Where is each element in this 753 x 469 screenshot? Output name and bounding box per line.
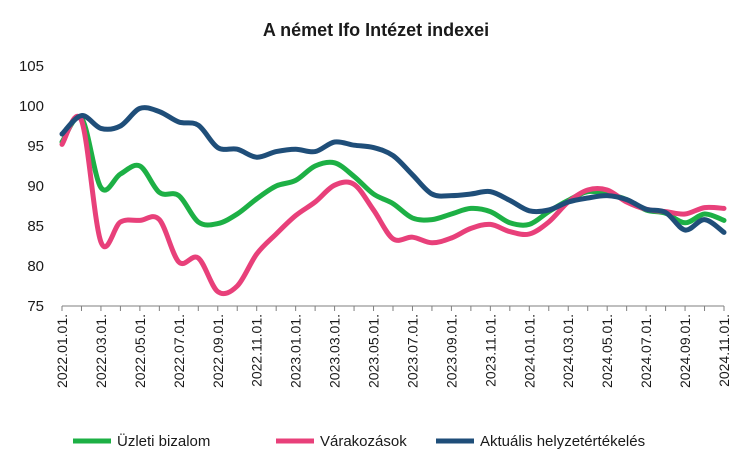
- x-tick-label: 2024.05.01.: [599, 314, 615, 388]
- series-line-1: [59, 114, 727, 228]
- series-layer: [59, 105, 727, 297]
- legend-label: Üzleti bizalom: [117, 432, 210, 450]
- x-tick-label: 2024.11.01.: [716, 314, 732, 387]
- x-tick-label: 2023.11.01.: [482, 314, 498, 387]
- y-tick-label: 90: [27, 178, 44, 195]
- y-tick-label: 75: [27, 298, 44, 315]
- series-line-2: [59, 114, 727, 297]
- x-tick-label: 2022.03.01.: [93, 314, 109, 388]
- x-tick-label: 2022.11.01.: [249, 314, 265, 387]
- x-tick-label: 2024.03.01.: [560, 314, 576, 388]
- y-tick-label: 105: [19, 58, 44, 75]
- y-axis: 75 80 85 90 95 100 105: [19, 58, 44, 315]
- y-tick-label: 85: [27, 218, 44, 235]
- x-tick-label: 2022.05.01.: [132, 314, 148, 388]
- x-tick-label: 2023.01.01.: [288, 314, 304, 388]
- x-tick-label: 2023.03.01.: [327, 314, 343, 388]
- x-tick-label: 2024.01.01.: [521, 314, 537, 388]
- x-tick-label: 2022.01.01.: [54, 314, 70, 388]
- x-tick-label: 2023.07.01.: [404, 314, 420, 388]
- chart-title: A német Ifo Intézet indexei: [263, 20, 489, 40]
- legend-label: Aktuális helyzetértékelés: [480, 433, 645, 450]
- y-tick-label: 95: [27, 138, 44, 155]
- legend-label: Várakozások: [320, 433, 407, 450]
- x-tick-label: 2022.09.01.: [210, 314, 226, 388]
- x-tick-label: 2022.07.01.: [171, 314, 187, 388]
- x-tick-label: 2023.09.01.: [443, 314, 459, 388]
- y-tick-label: 80: [27, 258, 44, 275]
- series-line-3: [59, 105, 727, 235]
- y-tick-label: 100: [19, 98, 44, 115]
- x-axis: 2022.01.01. 2022.03.01. 2022.05.01. 2022.07…: [54, 305, 732, 388]
- x-tick-label: 2024.07.01.: [638, 314, 654, 388]
- legend: Üzleti bizalom Várakozások Aktuális helyze…: [73, 432, 645, 450]
- x-tick-label: 2024.09.01.: [677, 314, 693, 388]
- x-tick-label: 2023.05.01.: [366, 314, 382, 388]
